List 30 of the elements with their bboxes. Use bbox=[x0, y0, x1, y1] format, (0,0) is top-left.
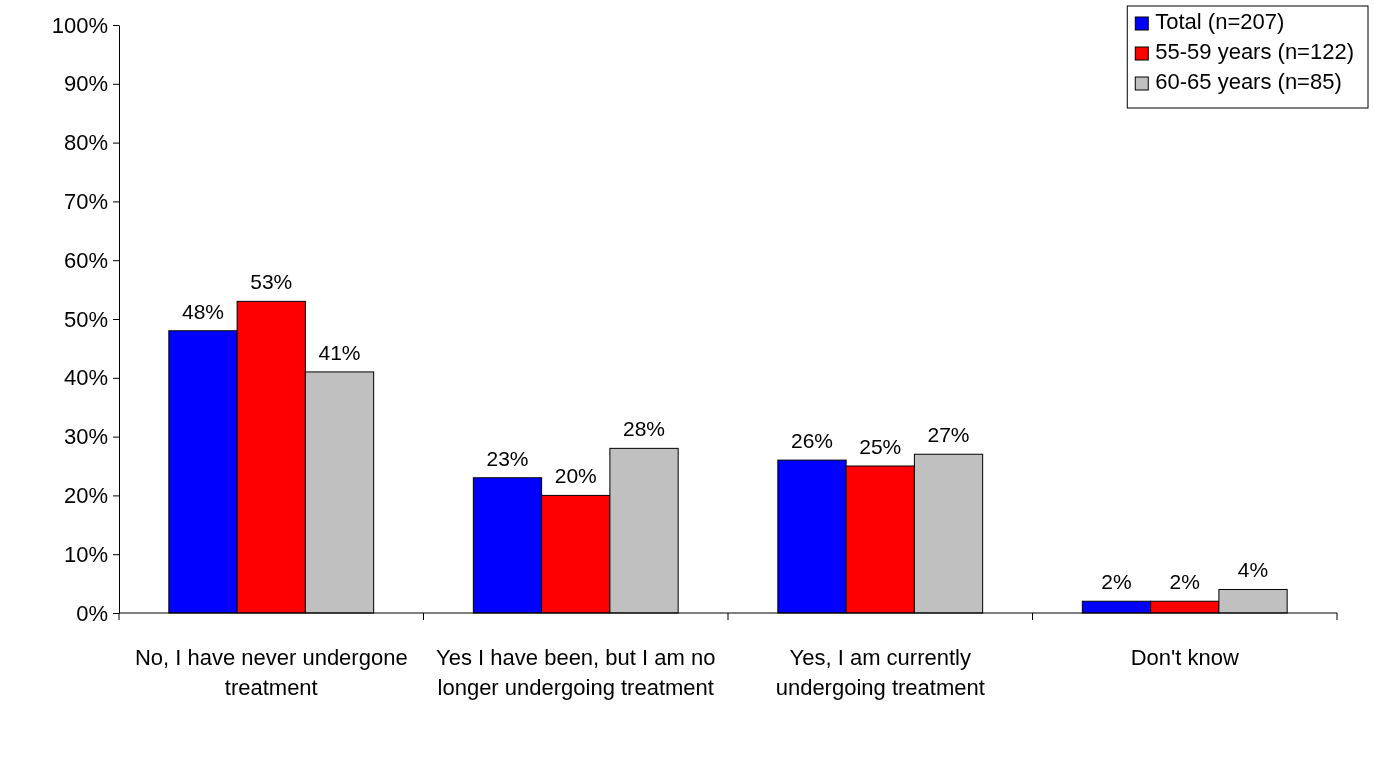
y-tick-label: 60% bbox=[63, 247, 108, 273]
data-label: 25% bbox=[859, 435, 902, 458]
data-label: 41% bbox=[318, 340, 361, 364]
x-tick-label: Don't know bbox=[1130, 645, 1239, 670]
data-label: 27% bbox=[927, 423, 970, 447]
x-tick-label: No, I have never undergone treatment bbox=[134, 645, 408, 700]
y-tick-label: 80% bbox=[63, 130, 108, 156]
data-label: 28% bbox=[623, 417, 666, 441]
data-label: 26% bbox=[790, 429, 833, 453]
y-tick-label: 90% bbox=[63, 71, 108, 97]
y-tick-label: 0% bbox=[76, 600, 108, 626]
data-label: 53% bbox=[250, 270, 293, 294]
y-tick-label: 30% bbox=[63, 424, 108, 450]
data-label: 48% bbox=[181, 299, 224, 323]
data-label: 20% bbox=[554, 464, 597, 488]
data-label: 23% bbox=[486, 446, 529, 470]
legend-label: 55-59 years (n=122) bbox=[1155, 39, 1354, 64]
y-tick-label: 20% bbox=[63, 482, 108, 508]
legend-label: 60-65 years (n=85) bbox=[1155, 69, 1342, 94]
y-tick-label: 100% bbox=[51, 12, 108, 38]
x-tick-label: Yes, I am currently undergoing treatment bbox=[775, 645, 985, 700]
y-tick-label: 10% bbox=[63, 541, 108, 567]
data-label: 4% bbox=[1237, 558, 1269, 582]
y-tick-label: 50% bbox=[63, 306, 108, 332]
legend-label: Total (n=207) bbox=[1155, 9, 1285, 34]
y-tick-label: 40% bbox=[63, 365, 108, 391]
x-tick-label: Yes I have been, but I am no longer undergoing treatment bbox=[436, 645, 716, 700]
data-label: 2% bbox=[1169, 570, 1200, 594]
y-tick-label: 70% bbox=[63, 188, 108, 214]
data-label: 2% bbox=[1101, 570, 1132, 594]
